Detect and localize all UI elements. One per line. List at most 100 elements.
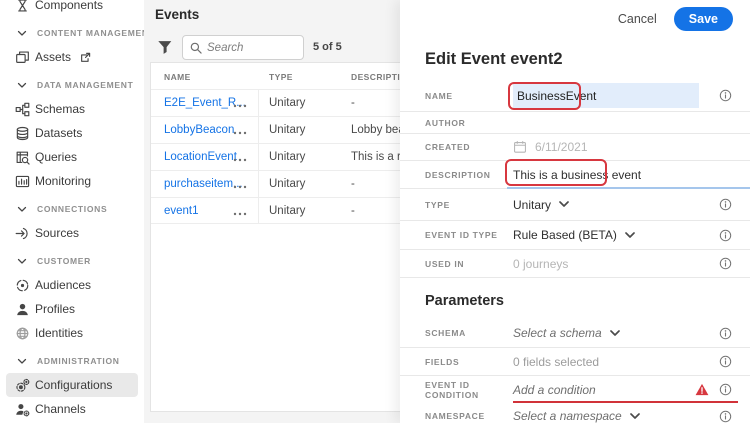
filter-button[interactable] (157, 40, 173, 56)
info-icon[interactable] (719, 257, 732, 270)
sidebar-item-sources[interactable]: Sources (6, 221, 138, 245)
schema-dropdown[interactable]: Select a schema (513, 326, 719, 340)
event-name-link[interactable]: E2E_Event_R... (164, 97, 246, 109)
editor-actions: Cancel Save (400, 0, 750, 38)
calendar-icon (513, 140, 527, 154)
assets-icon (14, 49, 30, 65)
event-name-link[interactable]: event1 (164, 205, 199, 217)
column-header-type[interactable]: TYPE (269, 72, 293, 82)
column-header-name[interactable]: NAME (164, 72, 191, 82)
sidebar-section-content-management[interactable]: CONTENT MANAGEMENT (6, 21, 144, 45)
sidebar-item-label: Components (35, 0, 104, 12)
info-icon[interactable] (719, 355, 732, 368)
more-options-button[interactable] (233, 180, 247, 192)
warning-icon (695, 383, 709, 396)
sidebar-section-customer[interactable]: CUSTOMER (6, 249, 138, 273)
table-row[interactable]: E2E_Event_R... Unitary - (151, 89, 400, 116)
type-dropdown[interactable]: Unitary (513, 198, 719, 212)
info-icon[interactable] (719, 229, 732, 242)
page-title: Edit Event event2 (425, 50, 563, 68)
sidebar-item-identities[interactable]: Identities (6, 321, 138, 345)
field-label: TYPE (425, 199, 450, 210)
sidebar-section-connections[interactable]: CONNECTIONS (6, 197, 138, 221)
event-name-link[interactable]: LobbyBeacon (164, 124, 235, 136)
events-table: NAME TYPE DESCRIPTION E2E_Event_R... Uni… (150, 62, 400, 412)
event-description: Lobby beacon (351, 124, 400, 136)
more-options-button[interactable] (233, 153, 247, 165)
error-underline (513, 401, 738, 403)
sidebar-section-label: CONTENT MANAGEMENT (37, 28, 144, 38)
event-id-type-dropdown[interactable]: Rule Based (BETA) (513, 228, 719, 242)
cancel-button[interactable]: Cancel (617, 12, 657, 26)
name-input[interactable] (513, 83, 699, 108)
table-row[interactable]: event1 Unitary - (151, 197, 400, 224)
sidebar-item-label: Profiles (35, 302, 76, 316)
field-row-fields: FIELDS 0 fields selected (400, 348, 750, 376)
search-input[interactable] (207, 41, 296, 54)
search-box (182, 35, 304, 60)
info-icon[interactable] (719, 383, 732, 396)
event-name-link[interactable]: LocationEvent (164, 151, 237, 163)
sidebar-item-audiences[interactable]: Audiences (6, 273, 138, 297)
identities-icon (14, 325, 30, 341)
info-icon[interactable] (719, 327, 732, 340)
info-icon[interactable] (719, 410, 732, 423)
namespace-dropdown[interactable]: Select a namespace (513, 409, 719, 423)
configurations-icon (14, 377, 30, 393)
table-row[interactable]: LocationEvent Unitary This is a rule-b (151, 143, 400, 170)
namespace-placeholder: Select a namespace (513, 409, 622, 423)
table-row[interactable]: LobbyBeacon Unitary Lobby beacon (151, 116, 400, 143)
info-icon[interactable] (719, 198, 732, 211)
sidebar-item-datasets[interactable]: Datasets (6, 121, 138, 145)
sidebar-section-label: CUSTOMER (37, 256, 91, 266)
event-type: Unitary (269, 178, 306, 190)
table-row[interactable]: purchaseitem... Unitary - (151, 170, 400, 197)
event-name-link[interactable]: purchaseitem... (164, 178, 243, 190)
event-type: Unitary (269, 124, 306, 136)
edit-event-panel: Cancel Save Edit Event event2 NAME AUTHO… (400, 0, 750, 423)
field-label: EVENT ID TYPE (425, 230, 498, 240)
save-button[interactable]: Save (673, 7, 733, 31)
field-label: USED IN (425, 258, 465, 269)
field-row-description: DESCRIPTION This is a business event (400, 161, 750, 189)
components-icon (14, 0, 30, 13)
left-nav: Components CONTENT MANAGEMENT Assets DAT… (0, 0, 144, 423)
more-options-button[interactable] (233, 99, 247, 111)
event-description: This is a rule-b (351, 151, 400, 163)
field-row-name: NAME (400, 80, 750, 112)
sidebar-item-components[interactable]: Components (6, 0, 138, 17)
sidebar-section-administration[interactable]: ADMINISTRATION (6, 349, 138, 373)
events-panel: Events 5 of 5 NAME TYPE DESCRIPTION E2E_… (144, 0, 400, 423)
chevron-down-icon (14, 25, 30, 41)
chevron-down-icon (624, 231, 635, 239)
audiences-icon (14, 277, 30, 293)
more-options-button[interactable] (233, 207, 247, 219)
sidebar-item-monitoring[interactable]: Monitoring (6, 169, 138, 193)
more-options-button[interactable] (233, 126, 247, 138)
column-header-description[interactable]: DESCRIPTION (351, 72, 400, 82)
sidebar-item-assets[interactable]: Assets (6, 45, 138, 69)
field-label: NAME (425, 90, 453, 101)
info-icon[interactable] (719, 89, 732, 102)
sidebar-item-label: Configurations (35, 378, 113, 392)
sidebar-item-profiles[interactable]: Profiles (6, 297, 138, 321)
sidebar-item-schemas[interactable]: Schemas (6, 97, 138, 121)
condition-input[interactable]: Add a condition (513, 382, 596, 397)
focus-underline (507, 187, 750, 189)
sidebar-section-data-management[interactable]: DATA MANAGEMENT (6, 73, 138, 97)
left-nav-list: Components CONTENT MANAGEMENT Assets DAT… (0, 0, 144, 421)
field-label: FIELDS (425, 356, 460, 367)
event-type: Unitary (269, 151, 306, 163)
description-input[interactable]: This is a business event (513, 167, 642, 182)
event-id-type-value: Rule Based (BETA) (513, 228, 617, 242)
sidebar-item-queries[interactable]: Queries (6, 145, 138, 169)
event-type: Unitary (269, 205, 306, 217)
field-label: NAMESPACE (425, 411, 485, 421)
parameters-section-title: Parameters (425, 293, 504, 309)
sidebar-item-configurations[interactable]: Configurations (6, 373, 138, 397)
chevron-down-icon (629, 412, 640, 420)
event-type: Unitary (269, 97, 306, 109)
chevron-down-icon (559, 201, 569, 208)
field-row-namespace: NAMESPACE Select a namespace (400, 403, 750, 423)
sidebar-item-channels[interactable]: Channels (6, 397, 138, 421)
